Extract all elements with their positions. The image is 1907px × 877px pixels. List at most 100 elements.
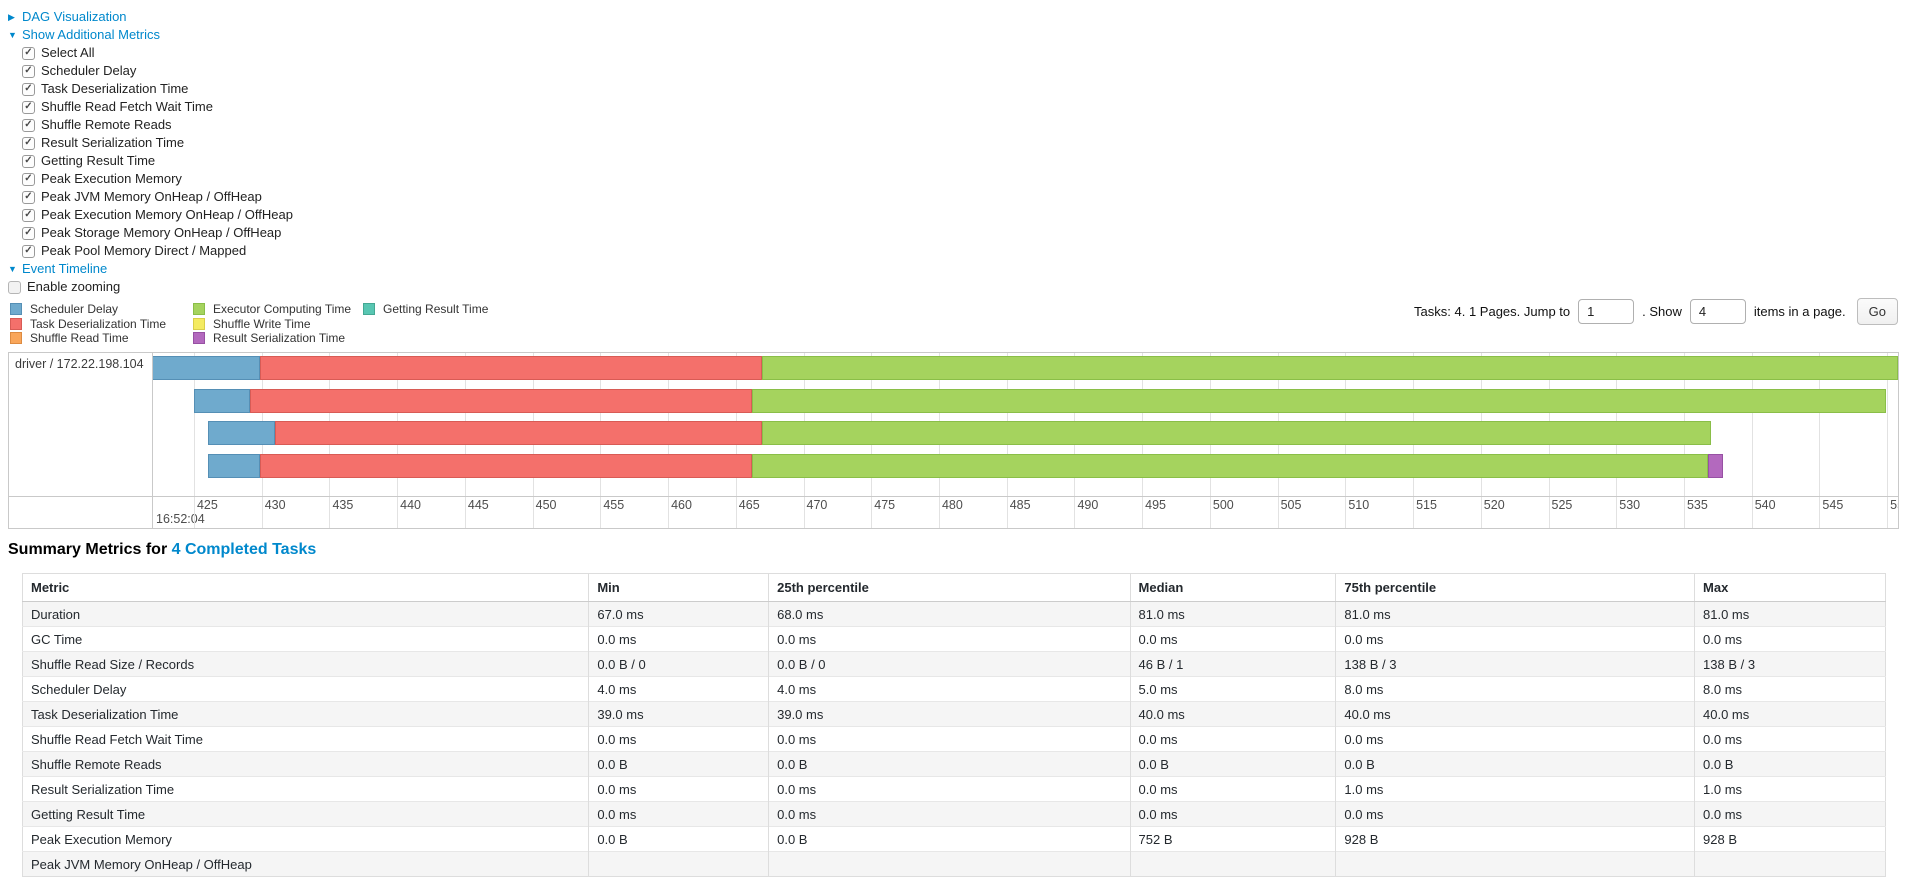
metric-checkbox[interactable]: ✓ [22,64,35,78]
summary-table-row: Getting Result Time 0.0 ms 0.0 ms 0.0 ms 0.0… [22,801,1886,827]
metric-checkbox[interactable]: ✓ [22,154,35,168]
axis-tick-divider [464,497,466,528]
timeline-axis-labels: 16:52:04 425 430 435 440 445 450 455 460 465 470 4… [152,497,1898,528]
metric-checkbox[interactable]: ✓ [22,226,35,240]
summary-value-cell: 81.0 ms [1335,601,1695,627]
metric-checkbox[interactable]: ✓ [22,208,35,222]
toggle-show-additional-metrics[interactable]: ▼ Show Additional Metrics [8,26,293,44]
caret-down-icon: ▼ [8,264,17,274]
task-bar-segment-task_deserialization[interactable] [260,453,753,478]
axis-tick-label: 455 [603,498,625,512]
axis-tick-divider [1277,497,1279,528]
metric-checkbox-row: ✓ Result Serialization Time [8,134,293,152]
summary-metric-cell: Result Serialization Time [22,776,589,802]
axis-tick-divider [1751,497,1753,528]
task-bar-segment-task_deserialization[interactable] [249,388,753,413]
jump-to-page-input[interactable] [1578,298,1635,324]
task-bar-segment-scheduler_delay[interactable] [207,453,261,478]
summary-table-row: Shuffle Remote Reads 0.0 B 0.0 B 0.0 B 0.0 B… [22,751,1886,777]
axis-tick-label: 440 [400,498,422,512]
timeline-legend: Scheduler Delay Task Deserialization Time… [10,302,488,346]
metric-checkbox[interactable]: ✓ [22,82,35,96]
axis-tick-label: 485 [1009,498,1031,512]
toggle-event-timeline[interactable]: ▼ Event Timeline [8,260,293,278]
summary-value-cell: 39.0 ms [768,701,1131,727]
summary-value-cell: 40.0 ms [1335,701,1695,727]
summary-header-cell: Metric [22,573,589,602]
legend-label: Shuffle Read Time [30,331,129,346]
task-bar-segment-executor_computing[interactable] [752,388,1886,413]
axis-tick-label: 540 [1754,498,1776,512]
metric-checkbox[interactable]: ✓ [22,136,35,150]
axis-tick-label: 490 [1077,498,1099,512]
axis-tick-label: 515 [1416,498,1437,512]
timeline-axis: 16:52:04 425 430 435 440 445 450 455 460 465 470 4… [9,496,1898,528]
axis-tick-divider [1480,497,1482,528]
summary-value-cell: 68.0 ms [768,601,1131,627]
summary-value-cell: 0.0 B [588,826,769,852]
legend-item: Executor Computing Time [193,302,363,317]
summary-table-row: Shuffle Read Fetch Wait Time 0.0 ms 0.0 ms… [22,726,1886,752]
metric-checkbox-label: Shuffle Read Fetch Wait Time [41,99,213,114]
summary-value-cell: 0.0 ms [1694,726,1886,752]
metric-checkbox[interactable]: ✓ [22,244,35,258]
axis-tick-divider [668,497,670,528]
summary-header-cell: Max [1694,573,1886,602]
task-bar-segment-executor_computing[interactable] [761,421,1712,445]
task-bar-segment-scheduler_delay[interactable] [193,388,250,413]
tasks-pages-text: Tasks: 4. 1 Pages. Jump to [1414,303,1571,319]
summary-value-cell [1694,851,1886,877]
axis-tick-divider [600,497,602,528]
enable-zooming-checkbox[interactable] [8,280,21,294]
summary-table-row: Result Serialization Time 0.0 ms 0.0 ms 0.0… [22,776,1886,802]
summary-metric-cell: Peak JVM Memory OnHeap / OffHeap [22,851,589,877]
summary-value-cell: 0.0 B [588,751,769,777]
caret-right-icon: ▶ [8,12,15,22]
summary-value-cell: 1.0 ms [1335,776,1695,802]
summary-value-cell: 8.0 ms [1335,676,1695,702]
summary-table-row: Task Deserialization Time 39.0 ms 39.0 ms 4… [22,701,1886,727]
summary-table-row: Peak Execution Memory 0.0 B 0.0 B 752 B 928 … [22,826,1886,852]
go-button[interactable]: Go [1856,297,1898,325]
page-size-input[interactable] [1689,298,1746,324]
summary-value-cell: 0.0 ms [1335,726,1695,752]
legend-swatch-executor_computing [193,303,205,316]
metric-checkbox-label: Peak Pool Memory Direct / Mapped [41,243,247,258]
legend-swatch-result_serialization [193,332,205,345]
axis-tick-divider [803,497,805,528]
task-bar-segment-result_serialization[interactable] [1708,453,1724,478]
legend-item: Result Serialization Time [193,331,363,346]
task-bar-segment-scheduler_delay[interactable] [152,356,261,380]
task-bar-segment-executor_computing[interactable] [752,453,1709,478]
metric-checkbox[interactable]: ✓ [22,172,35,186]
axis-start-time: 16:52:04 [156,512,205,526]
task-bar-segment-executor_computing[interactable] [761,356,1898,380]
task-bar-segment-task_deserialization[interactable] [275,421,762,445]
axis-tick-divider [397,497,399,528]
metric-checkbox[interactable]: ✓ [22,118,35,132]
summary-value-cell: 4.0 ms [768,676,1131,702]
summary-table-row: GC Time 0.0 ms 0.0 ms 0.0 ms 0.0 ms 0.0 ms [22,626,1886,652]
toggle-dag-visualization[interactable]: ▶ DAG Visualization [8,8,293,26]
timeline-plot [152,353,1898,496]
metric-checkbox-row: ✓ Peak Pool Memory Direct / Mapped [8,242,293,260]
axis-tick-divider [261,497,263,528]
summary-metrics-title: Summary Metrics for 4 Completed Tasks [8,541,316,559]
stage-controls: ▶ DAG Visualization ▼ Show Additional Me… [8,8,293,296]
metric-checkbox[interactable]: ✓ [22,100,35,114]
metric-checkbox[interactable]: ✓ [22,46,35,60]
summary-metric-cell: Duration [22,601,589,627]
summary-value-cell: 5.0 ms [1129,676,1336,702]
summary-value-cell: 0.0 ms [768,801,1131,827]
summary-value-cell: 0.0 ms [1129,776,1336,802]
axis-tick-divider [1142,497,1144,528]
summary-value-cell: 0.0 B / 0 [768,651,1131,677]
completed-tasks-link[interactable]: 4 Completed Tasks [171,541,317,558]
task-bar-segment-scheduler_delay[interactable] [207,421,276,445]
summary-value-cell [768,851,1131,877]
summary-value-cell: 0.0 ms [1129,801,1336,827]
legend-swatch-shuffle_write [193,317,205,330]
legend-label: Getting Result Time [383,302,489,317]
metric-checkbox[interactable]: ✓ [22,190,35,204]
task-bar-segment-task_deserialization[interactable] [260,356,762,380]
